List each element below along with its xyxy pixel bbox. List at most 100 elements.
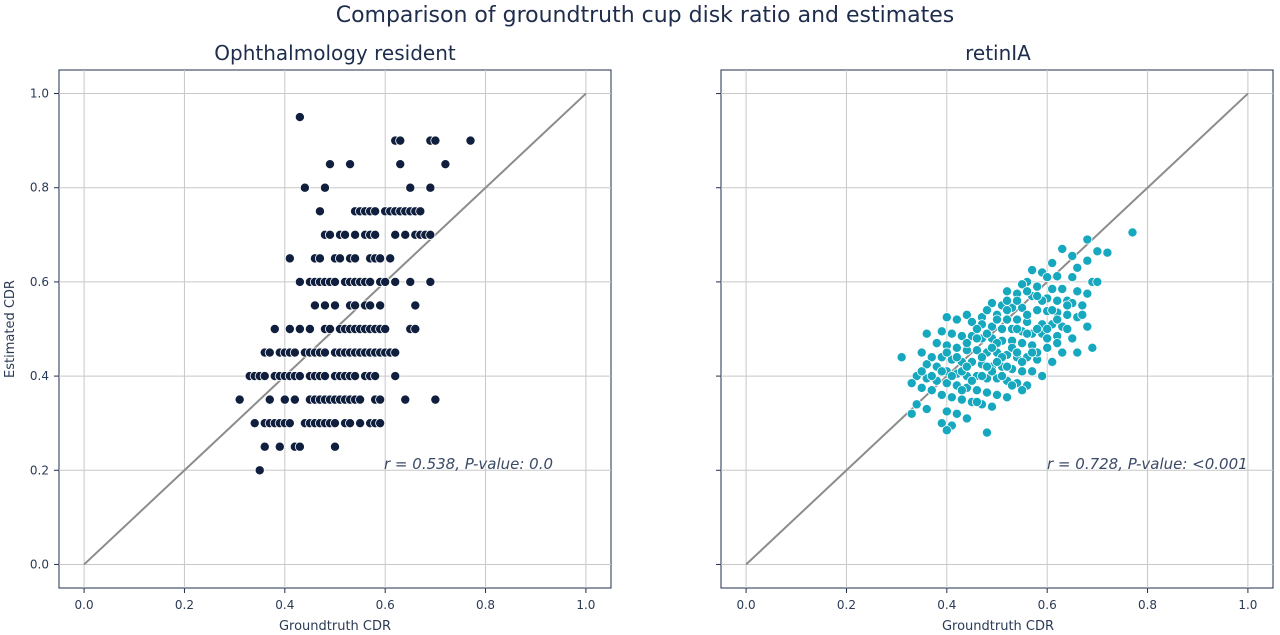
panel-ophthalmology-resident: Ophthalmology resident 0.0 0.2 0.4 0.6 0.8 1.…	[3, 41, 612, 634]
data-point	[1012, 323, 1023, 334]
x-axis-label-retinia: Groundtruth CDR	[942, 619, 1054, 634]
data-point	[410, 323, 421, 334]
data-point	[365, 300, 376, 311]
data-point	[1032, 281, 1043, 292]
data-point	[304, 323, 315, 334]
data-point	[440, 159, 451, 170]
data-point	[981, 387, 992, 398]
data-point	[961, 413, 972, 424]
data-point	[951, 408, 962, 419]
data-point	[976, 371, 987, 382]
data-point	[390, 347, 401, 358]
figure-title: Comparison of groundtruth cup disk ratio…	[336, 3, 955, 28]
data-point	[294, 323, 305, 334]
plot-area-retinia	[720, 69, 1274, 589]
data-point	[264, 347, 275, 358]
data-point	[921, 359, 932, 370]
data-point	[956, 394, 967, 405]
y-ticks-retinia	[716, 93, 721, 565]
data-point	[916, 382, 927, 393]
data-point	[284, 253, 295, 264]
data-point	[936, 326, 947, 337]
data-point	[370, 206, 381, 217]
y-tick-label: 1.0	[30, 87, 49, 101]
data-point	[319, 371, 330, 382]
data-point	[284, 418, 295, 429]
data-point	[896, 352, 907, 363]
data-point	[355, 418, 366, 429]
data-point	[936, 366, 947, 377]
data-point	[1102, 247, 1113, 258]
data-point	[961, 309, 972, 320]
data-point	[936, 418, 947, 429]
data-point	[410, 300, 421, 311]
x-tick-label: 0.2	[175, 598, 194, 612]
data-point	[264, 394, 275, 405]
data-point	[1017, 385, 1028, 396]
data-point	[289, 347, 300, 358]
data-point	[971, 396, 982, 407]
data-point	[319, 182, 330, 193]
data-point	[986, 321, 997, 332]
data-point	[425, 276, 436, 287]
data-point	[931, 338, 942, 349]
identity-line-resident	[83, 92, 587, 566]
data-point	[425, 182, 436, 193]
data-point	[1002, 305, 1013, 316]
data-point	[1017, 279, 1028, 290]
data-point	[1042, 272, 1053, 283]
data-point	[335, 253, 346, 264]
data-point	[340, 229, 351, 240]
x-tick-label: 0.0	[737, 598, 756, 612]
data-point	[941, 425, 952, 436]
data-point	[1002, 295, 1013, 306]
x-tick-label: 0.6	[1038, 598, 1057, 612]
data-point	[1042, 342, 1053, 353]
data-point	[956, 331, 967, 342]
data-point	[425, 229, 436, 240]
data-point	[400, 229, 411, 240]
data-point	[1027, 265, 1038, 276]
data-point	[375, 300, 386, 311]
x-ticks-retinia: 0.0 0.2 0.4 0.6 0.8 1.0	[737, 588, 1257, 612]
data-point	[1067, 333, 1078, 344]
y-tick-label: 0.4	[30, 369, 49, 383]
grid-resident	[59, 70, 611, 588]
data-point	[1002, 361, 1013, 372]
data-point	[375, 253, 386, 264]
data-point	[926, 385, 937, 396]
data-point	[926, 371, 937, 382]
data-point	[986, 342, 997, 353]
data-point	[1082, 255, 1093, 266]
x-tick-label: 0.6	[376, 598, 395, 612]
data-point	[1027, 347, 1038, 358]
x-tick-label: 1.0	[1238, 598, 1257, 612]
x-ticks-resident: 0.0 0.2 0.4 0.6 0.8 1.0	[75, 588, 595, 612]
data-point	[1077, 300, 1088, 311]
data-point	[1092, 276, 1103, 287]
x-tick-label: 0.4	[275, 598, 294, 612]
data-point	[1057, 283, 1068, 294]
data-point	[234, 394, 245, 405]
data-point	[906, 408, 917, 419]
data-point	[395, 135, 406, 146]
panel-title-retinia: retinIA	[965, 41, 1031, 65]
data-point	[329, 418, 340, 429]
data-point	[1067, 251, 1078, 262]
data-point	[375, 418, 386, 429]
data-point	[329, 300, 340, 311]
data-point	[370, 371, 381, 382]
data-point	[1032, 305, 1043, 316]
data-point	[274, 441, 285, 452]
data-point	[971, 385, 982, 396]
data-point	[1127, 227, 1138, 238]
panel-retinia: retinIA 0.0 0.2 0.4 0.6 0.8 1.0 Groundtruth C…	[716, 41, 1274, 634]
data-point	[1052, 271, 1063, 282]
data-point	[365, 276, 376, 287]
y-ticks-resident: 0.0 0.2 0.4 0.6 0.8 1.0	[30, 87, 59, 571]
data-point	[1012, 295, 1023, 306]
data-point	[269, 323, 280, 334]
data-point	[1072, 262, 1083, 273]
data-point	[400, 394, 411, 405]
